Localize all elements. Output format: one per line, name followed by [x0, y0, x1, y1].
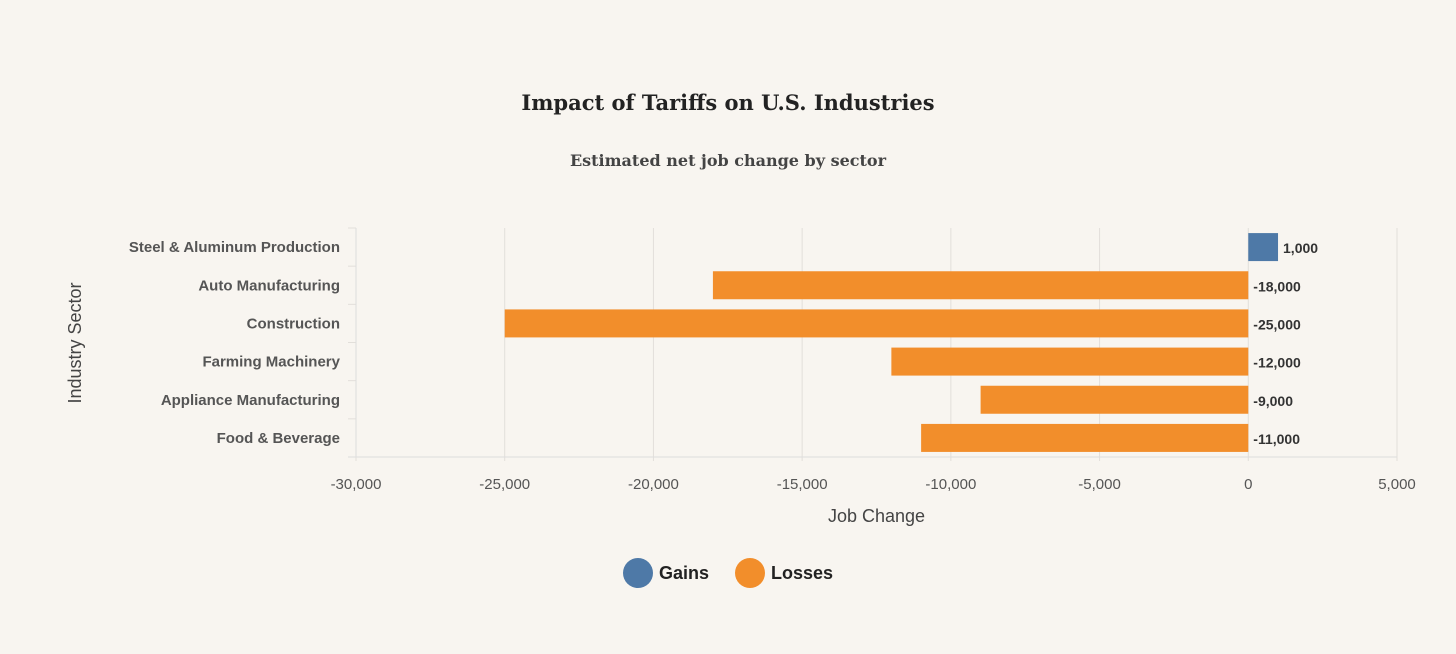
legend-label-gains: Gains	[658, 562, 709, 583]
y-tick-label: Construction	[247, 315, 340, 332]
data-label: -18,000	[1253, 278, 1301, 294]
x-axis-title: Job Change	[828, 506, 925, 526]
x-tick-label: -10,000	[925, 476, 976, 493]
legend-item-gains[interactable]: Gains	[622, 558, 709, 588]
chart-subtitle: Estimated net job change by sector	[569, 151, 887, 170]
legend-swatch-gains	[622, 558, 653, 588]
bar	[1248, 233, 1279, 262]
chart-title: Impact of Tariffs on U.S. Industries	[521, 90, 935, 115]
x-tick-label: -5,000	[1078, 476, 1121, 493]
x-tick-label: 0	[1244, 476, 1252, 493]
bar	[504, 309, 1249, 338]
legend-label-losses: Losses	[770, 562, 834, 583]
y-tick-label: Auto Manufacturing	[198, 277, 340, 294]
bar	[921, 423, 1249, 452]
legend-item-losses[interactable]: Losses	[734, 558, 834, 588]
x-tick-label: 5,000	[1378, 476, 1416, 493]
x-tick-label: -15,000	[777, 476, 828, 493]
data-label: -9,000	[1253, 393, 1293, 409]
bar	[980, 385, 1249, 414]
legend: Gains Losses	[0, 558, 1456, 588]
legend-swatch-losses	[734, 558, 765, 588]
data-label: 1,000	[1283, 240, 1318, 256]
data-label: -25,000	[1253, 316, 1301, 332]
data-label: -11,000	[1253, 431, 1300, 447]
y-axis-title: Industry Sector	[65, 282, 85, 403]
y-tick-label: Appliance Manufacturing	[161, 392, 340, 409]
x-tick-label: -25,000	[479, 476, 530, 493]
y-tick-label: Food & Beverage	[217, 430, 340, 447]
bar	[891, 347, 1249, 376]
data-label: -12,000	[1253, 355, 1301, 371]
x-tick-label: -30,000	[331, 476, 382, 493]
x-tick-label: -20,000	[628, 476, 679, 493]
y-tick-label: Farming Machinery	[202, 354, 340, 371]
bar	[712, 271, 1249, 300]
y-tick-label: Steel & Aluminum Production	[129, 239, 340, 256]
